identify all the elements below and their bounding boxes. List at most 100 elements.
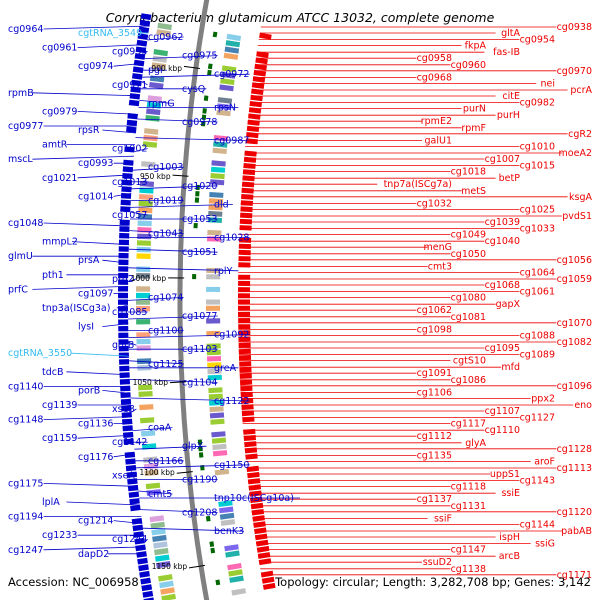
forward-cog-stripe: [150, 521, 165, 529]
reverse-gene-label: aroF: [534, 456, 555, 467]
feature-mark: [201, 114, 207, 120]
forward-gene-block: [135, 544, 146, 552]
forward-gene-label: cg1074: [148, 292, 183, 303]
reverse-cog-stripe: [211, 160, 226, 167]
feature-mark: [198, 452, 204, 458]
reverse-gene-block: [238, 293, 250, 299]
reverse-gene-label: cg1118: [451, 482, 486, 493]
reverse-gene-label: ssuD2: [423, 557, 452, 568]
forward-cog-stripe: [136, 292, 150, 299]
reverse-cog-stripe: [207, 368, 222, 375]
reverse-cog-stripe: [210, 173, 225, 180]
reverse-cog-stripe: [231, 588, 247, 596]
feature-mark: [207, 63, 213, 70]
forward-gene-label: rpsN: [214, 102, 236, 113]
reverse-cog-stripe: [206, 274, 221, 280]
feature-mark: [193, 223, 198, 229]
forward-gene-block: [137, 557, 148, 565]
forward-gene-block: [143, 597, 154, 600]
forward-gene-label: xseA: [112, 470, 135, 481]
forward-gene-block: [121, 186, 132, 193]
forward-gene-block: [118, 312, 129, 319]
forward-leader-line: [32, 286, 129, 290]
forward-strand-labels: cg0964 cgtRNA_3549 cg0962 cg0961 cg0955 cg097…: [8, 24, 294, 560]
forward-gene-block: [121, 179, 133, 186]
label-leader-lines: [32, 25, 574, 576]
forward-gene-block: [142, 590, 154, 598]
forward-gene-block: [125, 465, 137, 472]
forward-leader-line: [102, 259, 129, 264]
reverse-gene-label: tnp7a(ISCg7a): [384, 179, 452, 190]
reverse-cog-stripe: [219, 506, 234, 514]
scale-ticks: 900 kbp 950 kbp 1000 kbp 1050 kbp 1100 kbp 11…: [131, 64, 205, 571]
reverse-gene-block: [242, 169, 256, 176]
forward-leader-line: [139, 100, 173, 104]
forward-gene-label: cg0979: [42, 106, 77, 117]
forward-cog-stripe: [147, 95, 162, 103]
reverse-gene-block: [244, 150, 257, 157]
reverse-cog-stripe: [220, 78, 235, 85]
forward-cog-stripe: [145, 482, 161, 490]
reverse-gene-block: [247, 478, 261, 485]
reverse-gene-label: cg1068: [485, 280, 520, 291]
forward-leader-line: [43, 416, 132, 420]
forward-gene-block: [136, 39, 148, 47]
forward-gene-label: cg0978: [182, 117, 217, 128]
forward-gene-block: [120, 199, 131, 206]
reverse-cog-stripe: [217, 103, 232, 111]
reverse-gene-label: cg1018: [451, 167, 486, 178]
reverse-gene-label: cg1039: [485, 217, 520, 228]
forward-leader-line: [142, 73, 250, 78]
forward-leader-line: [66, 501, 141, 506]
forward-cog-stripe: [158, 574, 173, 582]
reverse-cog-stripe: [207, 356, 222, 362]
forward-cog-stripe: [161, 593, 176, 600]
reverse-cog-stripe: [214, 468, 230, 476]
accession-text: Accession: NC_006958: [8, 575, 139, 589]
scale-tick-label: 1050 kbp: [133, 378, 169, 387]
reverse-cog-stripe: [229, 575, 244, 583]
forward-leader-line: [134, 148, 148, 152]
scale-tick-line: [176, 471, 193, 474]
reverse-gene-label: cg1138: [451, 564, 486, 575]
forward-gene-label: cg1021: [42, 173, 77, 184]
forward-gene-block: [119, 219, 130, 226]
reverse-gene-label: cg0938: [557, 22, 592, 33]
forward-gene-block: [123, 431, 134, 438]
reverse-cog-stripe: [206, 330, 221, 337]
forward-leader-line: [32, 155, 134, 160]
forward-gene-block: [134, 537, 145, 545]
forward-gene-block: [140, 13, 152, 21]
reverse-gene-label: cg1086: [451, 375, 486, 386]
scale-tick-label: 900 kbp: [151, 64, 182, 73]
reverse-gene-block: [238, 311, 251, 317]
forward-cog-stripe: [141, 430, 156, 437]
forward-cog-stripe: [151, 62, 167, 70]
backbone-ring: [177, 0, 210, 600]
reverse-gene-label: glyA: [465, 438, 486, 449]
forward-gene-block: [119, 365, 130, 372]
forward-gene-label: cg1043: [148, 229, 183, 240]
forward-gene-block: [131, 79, 142, 87]
forward-gene-block: [118, 352, 129, 359]
forward-gene-label: cg1100: [148, 326, 183, 337]
forward-gene-block: [123, 159, 134, 166]
forward-gene-label: cysQ: [182, 84, 205, 95]
reverse-cog-stripe: [213, 141, 228, 148]
reverse-gene-block: [238, 342, 251, 348]
forward-gene-label: cg1190: [182, 474, 217, 485]
forward-gene-block: [129, 498, 140, 505]
forward-cog-stripe: [152, 55, 168, 63]
forward-gene-block: [120, 385, 131, 392]
reverse-gene-block: [248, 113, 261, 120]
reverse-cog-stripe: [208, 204, 223, 211]
reverse-cog-stripe: [206, 349, 221, 356]
forward-gene-label: mmpL2: [42, 237, 78, 248]
forward-gene-label: cg0974: [78, 61, 113, 72]
forward-gene-label: tdcB: [42, 367, 64, 378]
forward-gene-label: cg1148: [8, 415, 43, 426]
forward-gene-label: cg1057: [112, 210, 147, 221]
forward-gene-block: [129, 93, 141, 100]
forward-cog-stripe: [159, 580, 174, 589]
